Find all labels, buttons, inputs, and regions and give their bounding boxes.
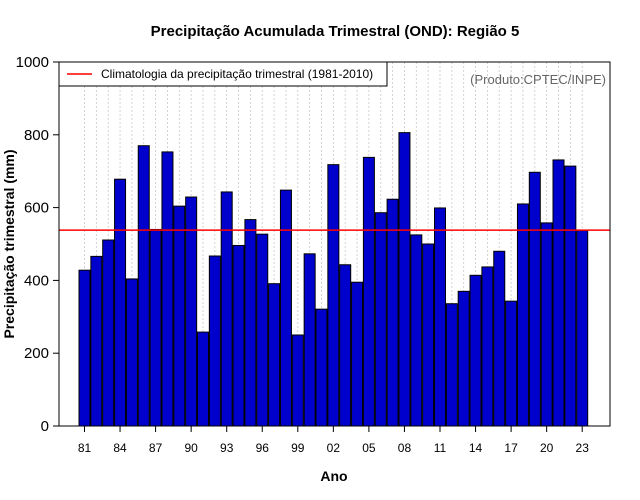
bar-2006 bbox=[374, 212, 387, 427]
ytick-label-0: 0 bbox=[41, 418, 49, 435]
legend-label: Climatologia da precipitação trimestral … bbox=[101, 67, 373, 81]
bar-1982 bbox=[90, 255, 103, 427]
bar-2008 bbox=[398, 132, 411, 427]
x-axis: 81 84 87 90 93 96 99 02 05 08 11 14 17 20 23 bbox=[78, 426, 589, 455]
xtick-label-20: 20 bbox=[540, 441, 554, 455]
xtick-label-08: 08 bbox=[398, 441, 412, 455]
y-axis-label: Precipitação trimestral (mm) bbox=[1, 149, 17, 338]
bar-1999 bbox=[291, 334, 304, 427]
bar-2002 bbox=[327, 164, 340, 427]
bar-2005 bbox=[362, 156, 375, 427]
bar-2004 bbox=[351, 281, 364, 427]
xtick-label-99: 99 bbox=[291, 441, 305, 455]
xtick-label-17: 17 bbox=[504, 441, 518, 455]
bar-1993 bbox=[220, 191, 233, 427]
bar-1981 bbox=[78, 269, 91, 427]
bar-2011 bbox=[434, 207, 446, 427]
bar-2018 bbox=[516, 203, 529, 427]
xtick-label-05: 05 bbox=[362, 441, 376, 455]
bar-1998 bbox=[279, 189, 292, 427]
bar-2003 bbox=[339, 264, 352, 427]
xtick-label-23: 23 bbox=[576, 441, 590, 455]
xtick-label-02: 02 bbox=[327, 441, 341, 455]
legend: Climatologia da precipitação trimestral … bbox=[58, 61, 388, 87]
bar-1992 bbox=[208, 255, 221, 427]
bar-1995 bbox=[244, 219, 257, 427]
y-axis: 0 200 400 600 800 1000 bbox=[16, 54, 59, 435]
bar-1988 bbox=[161, 151, 174, 427]
xtick-label-84: 84 bbox=[113, 441, 127, 455]
xtick-label-93: 93 bbox=[220, 441, 234, 455]
credit-text: (Produto:CPTEC/INPE) bbox=[470, 72, 606, 87]
xtick-label-14: 14 bbox=[469, 441, 483, 455]
bar-1990 bbox=[185, 196, 198, 427]
xtick-label-90: 90 bbox=[184, 441, 198, 455]
bar-2019 bbox=[528, 171, 541, 427]
bar-2010 bbox=[422, 243, 435, 427]
ytick-label-800: 800 bbox=[24, 127, 49, 144]
bars bbox=[78, 132, 589, 427]
bar-2001 bbox=[315, 308, 328, 427]
xtick-label-11: 11 bbox=[434, 441, 447, 455]
bar-1989 bbox=[173, 205, 186, 427]
xtick-label-96: 96 bbox=[256, 441, 270, 455]
bar-1991 bbox=[197, 331, 209, 427]
bar-2000 bbox=[303, 253, 316, 427]
bar-2009 bbox=[410, 234, 423, 427]
bar-2021 bbox=[552, 159, 565, 427]
bar-2012 bbox=[445, 303, 458, 427]
bar-2015 bbox=[481, 266, 494, 427]
xtick-label-87: 87 bbox=[149, 441, 163, 455]
ytick-label-400: 400 bbox=[24, 272, 49, 289]
bar-2023 bbox=[576, 230, 589, 427]
bar-1996 bbox=[256, 233, 269, 427]
bar-1983 bbox=[102, 239, 115, 427]
x-axis-label: Ano bbox=[320, 468, 347, 484]
bar-1984 bbox=[114, 178, 127, 427]
bar-2016 bbox=[493, 250, 506, 427]
bar-2014 bbox=[469, 274, 482, 427]
bar-1987 bbox=[149, 228, 162, 427]
bar-1985 bbox=[125, 278, 138, 427]
legend-box bbox=[58, 61, 388, 87]
bar-2007 bbox=[386, 198, 399, 427]
bar-1994 bbox=[232, 244, 245, 427]
chart-title: Precipitação Acumulada Trimestral (OND):… bbox=[151, 23, 520, 40]
ytick-label-200: 200 bbox=[24, 345, 49, 362]
bar-2020 bbox=[540, 222, 553, 427]
bar-2022 bbox=[564, 165, 577, 427]
bar-2017 bbox=[505, 300, 518, 427]
ytick-label-600: 600 bbox=[24, 200, 49, 217]
xtick-label-81: 81 bbox=[78, 441, 92, 455]
bar-1986 bbox=[137, 145, 150, 427]
ytick-label-1000: 1000 bbox=[16, 54, 49, 71]
bar-1997 bbox=[268, 283, 281, 427]
bar-2013 bbox=[457, 290, 470, 427]
